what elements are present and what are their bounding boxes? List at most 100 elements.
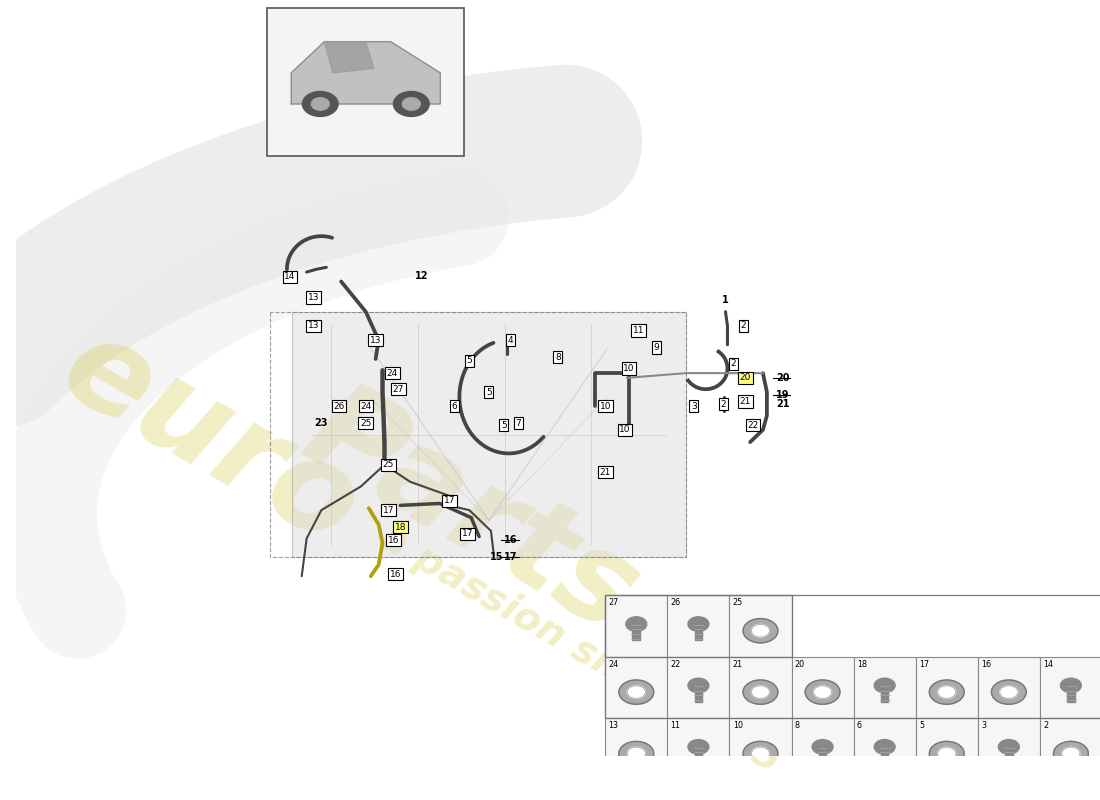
Circle shape	[394, 91, 429, 117]
Text: 2: 2	[1043, 721, 1048, 730]
Bar	[818, 747, 826, 763]
Circle shape	[688, 739, 708, 754]
Circle shape	[1054, 742, 1088, 766]
Bar	[792, 657, 854, 718]
Text: 24: 24	[360, 402, 372, 410]
Circle shape	[874, 739, 895, 754]
Text: 17: 17	[462, 530, 473, 538]
Bar	[605, 595, 668, 657]
Text: 22: 22	[671, 659, 681, 669]
Text: 8: 8	[795, 721, 800, 730]
Bar	[292, 312, 686, 558]
Text: 19: 19	[776, 390, 790, 400]
Text: 2: 2	[720, 400, 726, 409]
Bar	[605, 718, 668, 779]
Circle shape	[1060, 678, 1081, 693]
Text: 10: 10	[619, 426, 630, 434]
Bar	[668, 657, 729, 718]
Text: 8: 8	[556, 353, 561, 362]
Circle shape	[930, 742, 964, 766]
Text: 1: 1	[722, 295, 729, 306]
Bar	[605, 657, 668, 718]
Text: 12: 12	[415, 271, 429, 281]
Text: a passion since 1985: a passion since 1985	[373, 519, 786, 781]
Circle shape	[627, 686, 646, 698]
Circle shape	[744, 742, 778, 766]
Bar	[978, 718, 1040, 779]
Text: 17: 17	[383, 506, 394, 514]
Circle shape	[751, 747, 770, 760]
Text: 22: 22	[748, 421, 759, 430]
Text: 4: 4	[508, 335, 514, 345]
Text: 20: 20	[776, 373, 790, 383]
Text: 25: 25	[383, 460, 394, 470]
Text: 18: 18	[857, 659, 867, 669]
Polygon shape	[292, 42, 440, 104]
Text: 6: 6	[857, 721, 862, 730]
Bar	[1040, 718, 1100, 779]
Text: 13: 13	[370, 335, 382, 345]
Text: 27: 27	[393, 385, 404, 394]
Bar	[267, 7, 464, 156]
Text: 2: 2	[730, 359, 736, 368]
Circle shape	[805, 680, 840, 704]
Text: 6: 6	[452, 402, 458, 410]
Circle shape	[311, 98, 329, 110]
Circle shape	[302, 91, 338, 117]
Text: 16: 16	[504, 535, 517, 546]
Text: 11: 11	[671, 721, 681, 730]
Text: 5: 5	[500, 421, 507, 430]
Text: 3: 3	[691, 402, 696, 410]
Bar	[854, 718, 915, 779]
Circle shape	[999, 739, 1020, 754]
Circle shape	[814, 686, 832, 698]
Text: 10: 10	[624, 364, 635, 373]
Text: 17: 17	[918, 659, 930, 669]
Text: 5: 5	[486, 387, 492, 397]
Circle shape	[930, 680, 964, 704]
Text: 10: 10	[733, 721, 742, 730]
Bar	[854, 657, 915, 718]
Text: 20: 20	[795, 659, 805, 669]
Bar	[978, 657, 1040, 718]
Bar	[729, 657, 792, 718]
Text: 26: 26	[671, 598, 681, 607]
Text: 13: 13	[608, 721, 618, 730]
Text: 21: 21	[733, 659, 742, 669]
Text: 25: 25	[360, 418, 372, 428]
Bar	[881, 686, 889, 702]
Circle shape	[619, 742, 653, 766]
Text: 14: 14	[1043, 659, 1053, 669]
Text: 3: 3	[981, 721, 986, 730]
Circle shape	[744, 680, 778, 704]
Text: 21: 21	[776, 399, 790, 410]
Text: 5: 5	[918, 721, 924, 730]
Bar	[605, 595, 792, 657]
Text: 20: 20	[739, 374, 751, 382]
Text: 16: 16	[387, 536, 399, 545]
Bar	[1067, 686, 1075, 702]
Circle shape	[688, 678, 708, 693]
Circle shape	[751, 625, 770, 637]
Circle shape	[744, 618, 778, 643]
Circle shape	[626, 617, 647, 631]
Circle shape	[991, 680, 1026, 704]
Text: 16: 16	[389, 570, 402, 579]
Polygon shape	[324, 42, 374, 73]
Bar	[668, 718, 729, 779]
Bar	[881, 747, 889, 763]
Bar	[792, 718, 854, 779]
Text: 24: 24	[387, 369, 398, 378]
Text: 18: 18	[395, 522, 406, 531]
Text: euro: euro	[42, 306, 381, 571]
Text: 23: 23	[315, 418, 328, 428]
Circle shape	[937, 747, 956, 760]
Circle shape	[812, 739, 833, 754]
Text: 27: 27	[608, 598, 619, 607]
Circle shape	[751, 686, 770, 698]
Text: 11: 11	[632, 326, 645, 335]
Circle shape	[937, 686, 956, 698]
Text: Parts: Parts	[284, 370, 659, 658]
Text: 5: 5	[466, 356, 472, 366]
Bar	[694, 747, 702, 763]
